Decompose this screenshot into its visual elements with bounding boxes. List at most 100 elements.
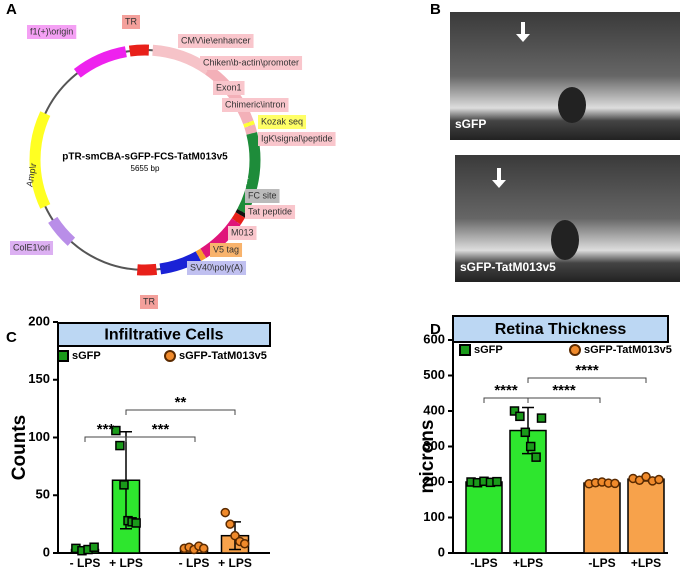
optic-nerve bbox=[558, 87, 586, 123]
image bbox=[455, 155, 680, 282]
feature-arc bbox=[152, 44, 212, 75]
label-box bbox=[178, 34, 254, 48]
significance-bracket bbox=[527, 377, 647, 383]
y-axis-label: Counts bbox=[9, 415, 30, 480]
feature-label: FC site bbox=[248, 190, 277, 200]
data-point bbox=[225, 519, 235, 529]
bar bbox=[583, 482, 621, 554]
significance-bracket bbox=[125, 409, 236, 415]
bar bbox=[627, 478, 665, 554]
data-point bbox=[198, 543, 209, 554]
data-point bbox=[115, 440, 125, 451]
feature-arc bbox=[235, 209, 247, 218]
y-axis-label: microns bbox=[417, 420, 438, 494]
panel-label: C bbox=[6, 329, 17, 346]
data-point bbox=[89, 542, 99, 552]
data-point bbox=[641, 471, 651, 482]
legend-marker bbox=[57, 350, 69, 362]
label-box bbox=[245, 189, 280, 203]
title-box bbox=[57, 322, 271, 347]
panel-label: A bbox=[6, 1, 17, 18]
image-label: sGFP bbox=[455, 117, 486, 131]
data-point bbox=[531, 452, 541, 462]
feature-label: f1(+)\origin bbox=[30, 26, 73, 36]
y-tick-label: 100 bbox=[28, 429, 50, 444]
data-point bbox=[111, 425, 121, 436]
significance-bracket bbox=[527, 397, 601, 403]
data-point bbox=[492, 476, 502, 487]
y-tick-label: 100 bbox=[423, 509, 445, 524]
feature-label: SV40\poly(A) bbox=[190, 262, 243, 272]
x-tick-label: + LPS bbox=[109, 556, 143, 570]
y-tick-label: 200 bbox=[28, 313, 50, 328]
feature-label: Chimeric\intron bbox=[225, 99, 286, 109]
bar bbox=[465, 481, 503, 554]
feature-arc bbox=[195, 248, 207, 262]
label-box bbox=[200, 56, 303, 70]
x-tick-label: + LPS bbox=[218, 556, 252, 570]
data-point bbox=[515, 411, 525, 422]
legend-label: sGFP-TatM013v5 bbox=[179, 350, 267, 362]
feature-arc bbox=[243, 120, 255, 128]
y-tick-label: 150 bbox=[28, 371, 50, 386]
feature-arc bbox=[136, 263, 158, 276]
y-tick-label: 0 bbox=[43, 544, 50, 559]
y-tick-label: 300 bbox=[423, 438, 445, 453]
feature-label: TR bbox=[143, 296, 155, 306]
image-label: sGFP-TatM013v5 bbox=[460, 260, 556, 274]
data-point bbox=[509, 406, 520, 416]
label-box bbox=[27, 25, 77, 39]
feature-label: ColE1\ori bbox=[13, 242, 50, 252]
significance-label: **** bbox=[575, 362, 599, 379]
feature-arc bbox=[200, 218, 241, 258]
label-box bbox=[222, 98, 289, 112]
plasmid-title: pTR-smCBA-sGFP-FCS-TatM013v5 bbox=[62, 152, 228, 163]
y-tick-label: 600 bbox=[423, 331, 445, 346]
data-point bbox=[131, 518, 141, 528]
x-tick-label: -LPS bbox=[588, 556, 615, 570]
feature-arc bbox=[244, 124, 258, 135]
x-tick-label: - LPS bbox=[179, 556, 210, 570]
feature-arc bbox=[231, 212, 246, 225]
feature-arc bbox=[237, 132, 261, 215]
data-point bbox=[654, 474, 664, 485]
data-point bbox=[536, 413, 547, 423]
data-point bbox=[239, 539, 250, 549]
significance-label: **** bbox=[494, 382, 518, 399]
feature-arc bbox=[159, 251, 201, 275]
legend-marker bbox=[164, 350, 176, 362]
label-box bbox=[210, 243, 243, 257]
feature-label: M013 bbox=[231, 227, 254, 237]
y-tick-label: 400 bbox=[423, 402, 445, 417]
feature-label: CMV\ie\enhancer bbox=[181, 35, 251, 45]
data-point bbox=[520, 427, 531, 438]
legend-label: sGFP-TatM013v5 bbox=[584, 344, 672, 356]
significance-label: ** bbox=[175, 394, 187, 411]
x-tick-label: +LPS bbox=[513, 556, 543, 570]
data-point bbox=[220, 507, 231, 518]
x-tick-label: - LPS bbox=[70, 556, 101, 570]
oct-images: sGFP sGFP-TatM013v5 bbox=[450, 12, 680, 282]
legend-label: sGFP bbox=[72, 350, 101, 362]
feature-label: TR bbox=[125, 16, 137, 26]
feature-arc bbox=[29, 111, 51, 209]
plasmid-map: pTR-smCBA-sGFP-FCS-TatM013v5 5655 bp TR C… bbox=[10, 15, 336, 309]
x-tick-label: +LPS bbox=[631, 556, 661, 570]
label-box bbox=[258, 115, 307, 129]
arrow bbox=[516, 22, 530, 42]
significance-label: *** bbox=[152, 421, 170, 438]
y-tick-label: 500 bbox=[423, 367, 445, 382]
label-box bbox=[140, 295, 158, 309]
significance-label: *** bbox=[97, 421, 115, 438]
label-box bbox=[228, 226, 257, 240]
chart-title: Infiltrative Cells bbox=[104, 327, 223, 344]
feature-arc bbox=[48, 216, 76, 246]
significance-bracket bbox=[125, 436, 196, 442]
title-box bbox=[452, 315, 669, 343]
y-tick-label: 200 bbox=[423, 473, 445, 488]
label-box bbox=[245, 205, 296, 219]
legend-marker bbox=[459, 344, 471, 356]
y-tick-label: 50 bbox=[36, 487, 50, 502]
label-box bbox=[187, 261, 247, 275]
